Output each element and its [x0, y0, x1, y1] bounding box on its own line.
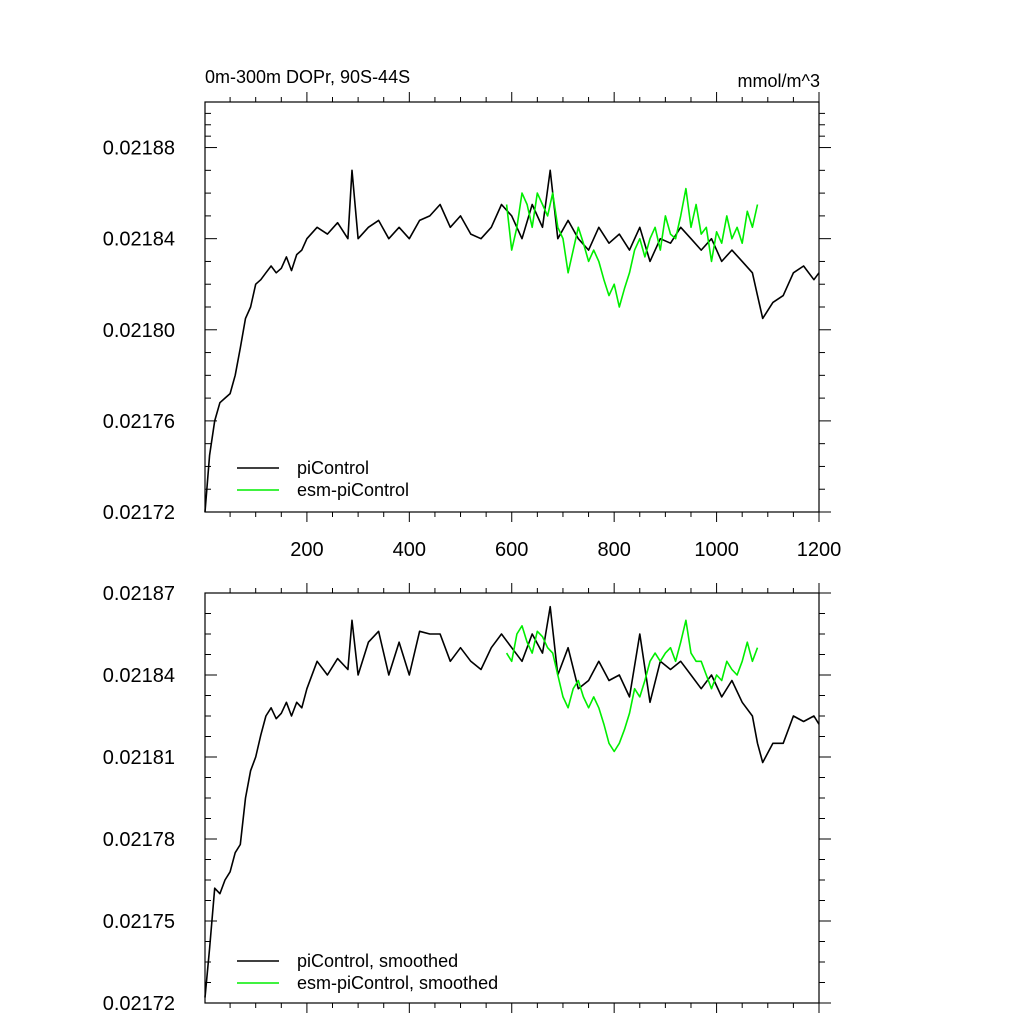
y-tick-label: 0.02188: [103, 138, 175, 160]
y-tick-label: 0.02187: [103, 583, 175, 605]
top-chart-units-label: mmol/m^3: [738, 71, 820, 91]
y-tick-label: 0.02180: [103, 320, 175, 342]
series-line-esm-picontrol: [505, 187, 759, 308]
bottom-chart-ticks: [205, 583, 831, 1013]
x-tick-label: 1000: [694, 539, 739, 561]
legend-label-picontrol-smoothed: piControl, smoothed: [297, 951, 458, 971]
top-chart-plot-frame: [204, 101, 820, 513]
top-chart-title: 0m-300m DOPr, 90S-44S: [205, 67, 410, 87]
top-chart-legend: piControl esm-piControl: [237, 458, 409, 500]
bottom-chart-tick-labels: 0.02172 0.02175 0.02178 0.02181 0.02184 0.021…: [103, 583, 175, 1015]
y-tick-label: 0.02175: [103, 911, 175, 933]
y-tick-label: 0.02176: [103, 411, 175, 433]
bottom-chart-series-lines: [204, 605, 820, 998]
y-tick-label: 0.02178: [103, 829, 175, 851]
top-chart-ticks: [205, 92, 831, 522]
x-tick-label: 200: [290, 539, 323, 561]
top-chart-series-lines: [204, 169, 820, 513]
x-tick-label: 1200: [797, 539, 842, 561]
top-chart-tick-labels: 200 400 600 800 1000 1200 0.02172 0.02176 0.0218…: [103, 138, 842, 561]
legend-label-esm-picontrol-smoothed: esm-piControl, smoothed: [297, 973, 498, 993]
x-tick-label: 400: [393, 539, 426, 561]
x-tick-label: 800: [597, 539, 630, 561]
y-tick-label: 0.02184: [103, 665, 175, 687]
x-tick-label: 600: [495, 539, 528, 561]
bottom-chart-plot-frame: [204, 592, 820, 1004]
y-tick-label: 0.02184: [103, 229, 175, 251]
bottom-chart-panel: 0.02172 0.02175 0.02178 0.02181 0.02184 0.021…: [103, 583, 831, 1015]
bottom-chart-legend: piControl, smoothed esm-piControl, smoot…: [237, 951, 498, 993]
legend-label-picontrol: piControl: [297, 458, 369, 478]
y-tick-label: 0.02181: [103, 747, 175, 769]
series-line-picontrol: [204, 169, 820, 513]
series-line-esm-picontrol-smoothed: [505, 619, 759, 753]
legend-label-esm-picontrol: esm-piControl: [297, 480, 409, 500]
series-line-picontrol-smoothed: [204, 605, 820, 998]
y-tick-label: 0.02172: [103, 993, 175, 1015]
y-tick-label: 0.02172: [103, 502, 175, 524]
top-chart-panel: 0m-300m DOPr, 90S-44S mmol/m^3 200 400 600…: [103, 67, 842, 561]
